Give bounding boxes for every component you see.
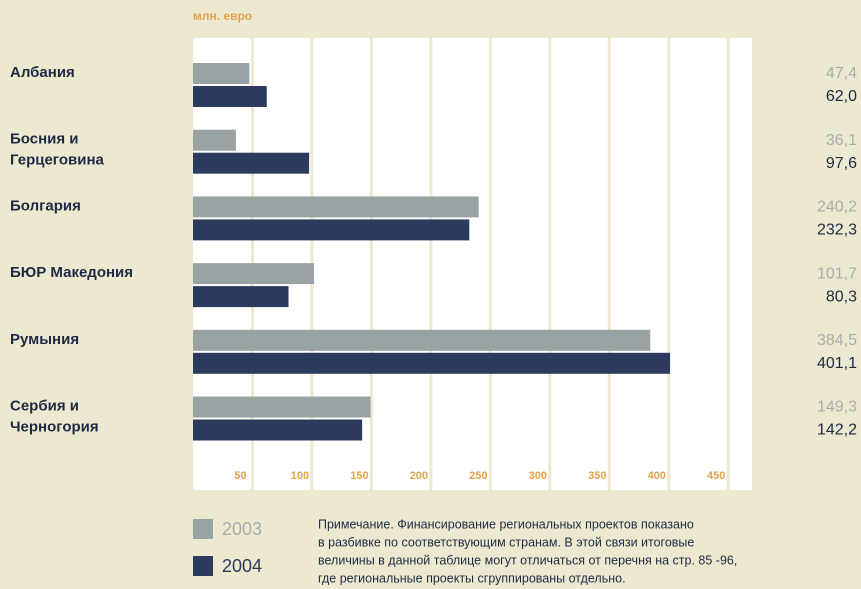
bar: [193, 352, 671, 374]
note-line: величины в данной таблице могут отличать…: [318, 553, 737, 567]
legend-swatch: [193, 556, 213, 576]
legend-swatch: [193, 519, 213, 539]
category-label: Сербия и: [10, 397, 79, 414]
value-label: 240,2: [817, 199, 857, 216]
note-line: в разбивке по соответствующим странам. В…: [318, 535, 694, 549]
category-label: Герцеговина: [10, 152, 105, 169]
value-label: 149,3: [817, 399, 857, 416]
category-label: Босния и: [10, 131, 79, 148]
legend-label: 2004: [222, 556, 262, 576]
bar: [193, 329, 651, 351]
x-tick-label: 200: [410, 470, 428, 482]
value-label: 62,0: [826, 88, 857, 105]
value-label: 401,1: [817, 355, 857, 372]
bar: [193, 129, 236, 151]
unit-label: млн. евро: [193, 9, 252, 23]
value-label: 36,1: [826, 132, 857, 149]
category-label: Болгария: [10, 197, 81, 214]
value-label: 97,6: [826, 155, 857, 172]
x-tick-label: 150: [350, 470, 368, 482]
legend-label: 2003: [222, 519, 262, 539]
category-label: Румыния: [10, 331, 79, 348]
category-label: Албания: [10, 64, 75, 81]
value-label: 142,2: [817, 422, 857, 439]
category-label: БЮР Македония: [10, 264, 133, 281]
bar: [193, 219, 470, 241]
bar: [193, 396, 371, 418]
x-tick-label: 250: [469, 470, 487, 482]
note-line: где региональные проекты сгруппированы о…: [318, 571, 626, 585]
x-tick-label: 450: [707, 470, 725, 482]
value-label: 80,3: [826, 288, 857, 305]
value-label: 47,4: [826, 65, 857, 82]
bar: [193, 63, 250, 84]
value-label: 101,7: [817, 265, 857, 282]
bar: [193, 419, 363, 441]
bar: [193, 86, 267, 107]
x-tick-label: 350: [588, 470, 606, 482]
value-label: 384,5: [817, 332, 857, 349]
bar: [193, 196, 479, 218]
bar: [193, 263, 314, 285]
x-tick-label: 100: [291, 470, 309, 482]
bar: [193, 152, 310, 174]
note-line: Примечание. Финансирование региональных …: [318, 517, 694, 531]
x-tick-label: 50: [234, 470, 246, 482]
value-label: 232,3: [817, 222, 857, 239]
x-tick-label: 300: [529, 470, 547, 482]
x-tick-label: 400: [648, 470, 666, 482]
category-label: Черногория: [10, 418, 99, 435]
bar: [193, 286, 289, 308]
